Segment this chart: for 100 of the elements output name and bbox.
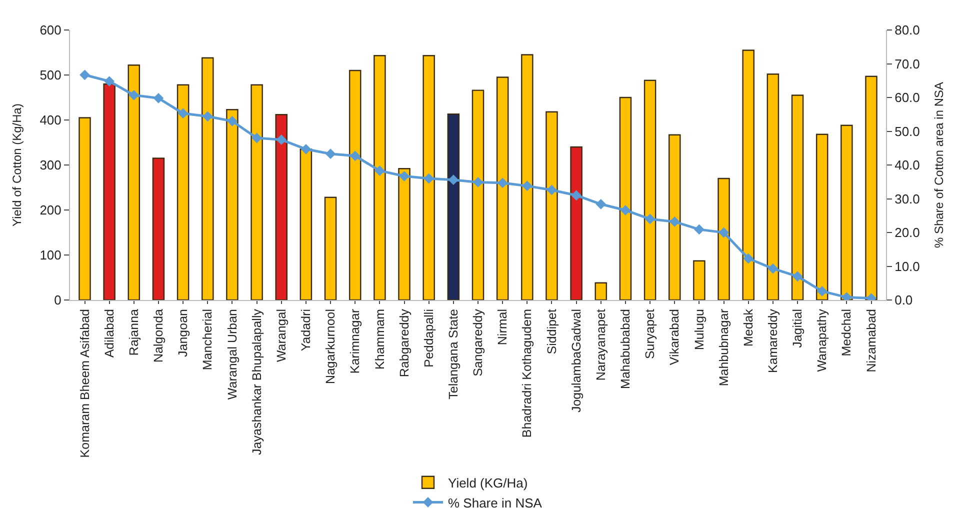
bar [447,114,460,300]
bar [472,90,484,300]
point [472,177,484,188]
bar [78,117,91,300]
x-tick-label: Kamareddy [766,308,780,373]
point [424,173,434,184]
point [669,216,680,227]
point [399,170,410,182]
legend-label: % Share in NSA [448,495,542,510]
bar [718,178,730,300]
y-tick-label: 0 [54,292,62,308]
x-tick-label: Medchal [840,309,854,356]
x-tick-label: Bhadradri Kothagudem [520,309,534,438]
x-tick-label: Mahbubnagar [716,309,731,386]
x-tick-label: Mulugu [692,308,706,350]
bar [619,96,632,300]
x-tick-label: Warangal Urban [225,308,240,400]
bar [422,55,435,300]
x-tick-label: Nizamabad [864,308,878,372]
y-tick-label: 600 [40,22,62,38]
point [718,227,729,238]
point [743,253,754,264]
y2-tick-label: 20.0 [894,225,920,240]
bar [570,146,582,300]
x-tick-label: Mahabubabad [618,308,633,389]
x-tick-label: Jagitial [790,309,805,348]
y-tick-label: 200 [40,202,62,218]
x-tick-label: Jayashankar Bhupalapally [250,308,264,455]
bar [594,282,608,300]
y2-tick-label: 70.0 [894,56,920,72]
x-tick-label: Siddipet [544,308,559,354]
y2-tick-label: 30.0 [894,191,920,206]
point [620,205,631,216]
x-tick-label: Adilabad [102,308,116,358]
bar [176,84,190,300]
point [644,214,656,224]
x-tick-label: Rabgareddy [397,308,412,378]
y2-tick-label: 10.0 [894,258,920,274]
point [374,166,385,176]
point [448,174,459,186]
x-tick-label: Sangareddy [471,308,486,376]
point [522,180,532,192]
x-tick-label: Komaram Bheem Asifabad [78,308,92,458]
bar [791,94,804,300]
y2-tick-label: 80.0 [894,22,920,38]
x-tick-label: Telangana State [446,308,460,400]
point [816,286,828,296]
x-tick-label: Nalgonda [152,308,166,363]
x-tick-label: Vikarabad [668,308,682,366]
point [571,190,582,201]
point [178,108,188,119]
x-tick-label: Karimnagar [348,309,362,374]
point [276,134,287,145]
x-tick-label: Khammam [372,309,387,370]
point [153,92,164,104]
x-tick-label: Jangoan [176,308,190,357]
point [104,76,115,86]
bar [816,134,828,300]
bar [546,111,558,300]
point [792,271,803,282]
bar [840,124,853,300]
bar [128,64,140,300]
x-tick-label: Narayanapet [594,308,608,381]
bar [152,158,165,300]
bar [250,84,263,300]
point [768,263,778,274]
point [80,70,90,80]
y-tick-label: 100 [40,248,62,263]
point [202,111,213,122]
point [497,178,508,188]
y-axis-title: Yield of Cotton (Kg/Ha) [10,104,24,226]
x-tick-label: Peddapalli [422,309,436,368]
y-tick-label: 400 [40,112,62,128]
y2-tick-label: 50.0 [894,124,920,139]
bar [348,70,362,300]
bar [374,55,386,300]
point [252,132,262,144]
point [546,184,557,196]
bar [300,148,312,300]
x-tick-label: Nagarkurnool [324,309,338,384]
bar [496,76,509,300]
point [300,144,312,154]
point [128,90,140,100]
point [596,198,606,210]
bar [521,54,534,300]
bar [865,76,878,300]
x-tick-label: Mancherial [200,309,215,370]
bar [766,74,780,300]
bar [324,196,337,300]
bar [644,80,656,300]
bar [693,260,706,300]
x-tick-label: Nirmal [496,309,510,346]
bar [668,134,681,300]
x-tick-label: Warangal [274,309,288,362]
point [694,224,704,235]
bar [202,57,214,300]
legend-label: Yield (KG/Ha) [448,475,528,490]
x-tick-label: Rajanna [126,308,141,356]
y-tick-label: 500 [40,68,62,83]
point [350,150,360,162]
